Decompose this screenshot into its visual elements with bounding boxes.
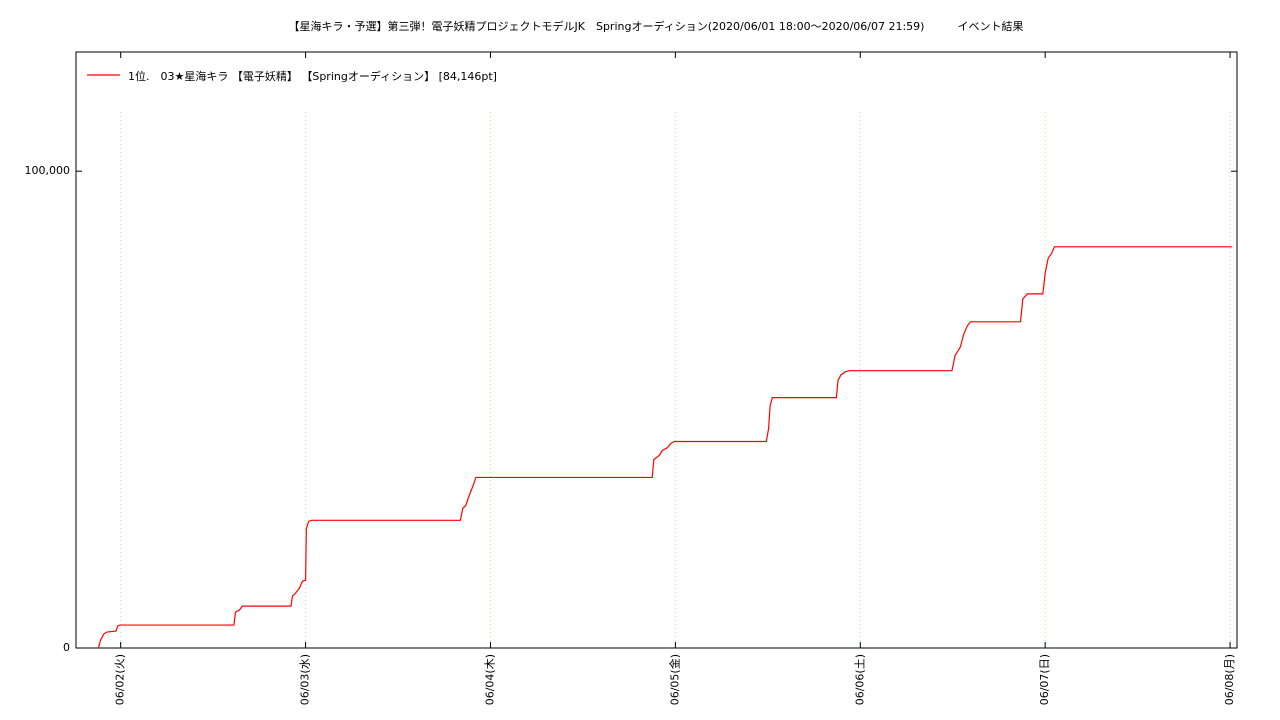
chart-title: 【星海キラ・予選】第三弾！電子妖精プロジェクトモデルJK Springオーディシ…	[289, 19, 1024, 33]
x-tick-label: 06/08(月)	[1223, 654, 1236, 705]
x-tick-label: 06/04(木)	[483, 654, 496, 705]
x-tick-label: 06/06(土)	[853, 654, 866, 705]
y-tick-label: 0	[63, 641, 70, 654]
legend-label: 1位. 03★星海キラ 【電子妖精】 【Springオーディション】 [84,1…	[128, 69, 497, 83]
data-line	[97, 246, 1233, 649]
y-tick-label: 100,000	[25, 164, 71, 177]
x-tick-label: 06/03(水)	[299, 654, 312, 705]
x-tick-label: 06/02(火)	[114, 654, 127, 705]
x-tick-label: 06/07(日)	[1038, 654, 1051, 705]
x-tick-label: 06/05(金)	[667, 654, 681, 705]
plot-frame	[75, 51, 1238, 649]
